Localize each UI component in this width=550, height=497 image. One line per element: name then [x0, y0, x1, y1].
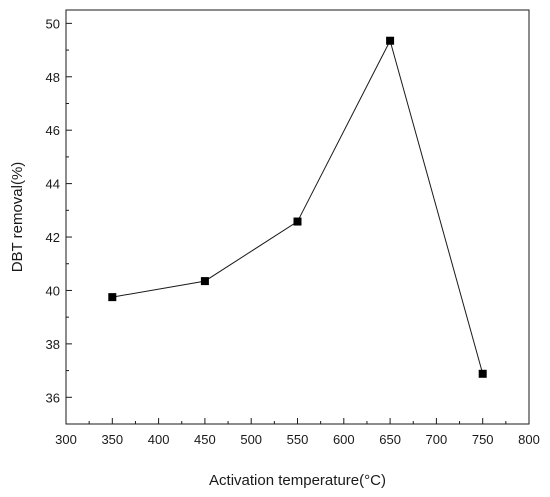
x-axis-label: Activation temperature(°C) [209, 472, 386, 489]
y-tick-label: 44 [46, 177, 60, 192]
x-tick-label: 500 [240, 432, 262, 447]
series-line [112, 39, 484, 374]
x-tick-label: 600 [333, 432, 355, 447]
y-axis-label: DBT removal(%) [9, 162, 26, 273]
x-tick-label: 550 [287, 432, 309, 447]
data-point [386, 36, 395, 45]
plot-frame [65, 9, 530, 425]
data-point [108, 293, 117, 302]
x-tick-label: 800 [518, 432, 540, 447]
data-point [200, 277, 209, 286]
x-tick-label: 450 [194, 432, 216, 447]
y-tick-label: 38 [46, 337, 60, 352]
x-tick-label: 400 [148, 432, 170, 447]
x-tick-label: 350 [101, 432, 123, 447]
data-points [108, 36, 487, 378]
data-point [478, 369, 487, 378]
y-tick-label: 50 [46, 16, 60, 31]
data-point [293, 217, 302, 226]
y-tick-label: 48 [46, 70, 60, 85]
x-tick-label: 700 [426, 432, 448, 447]
y-tick-label: 42 [46, 230, 60, 245]
y-tick-label: 36 [46, 390, 60, 405]
x-tick-label: 750 [472, 432, 494, 447]
y-tick-label: 46 [46, 123, 60, 138]
x-tick-label: 300 [55, 432, 77, 447]
y-tick-label: 40 [46, 283, 60, 298]
tick-labels: 300 350 400 450 500 550 600 650 700 750 800 36 38 40 4… [46, 16, 540, 447]
x-tick-label: 650 [379, 432, 401, 447]
